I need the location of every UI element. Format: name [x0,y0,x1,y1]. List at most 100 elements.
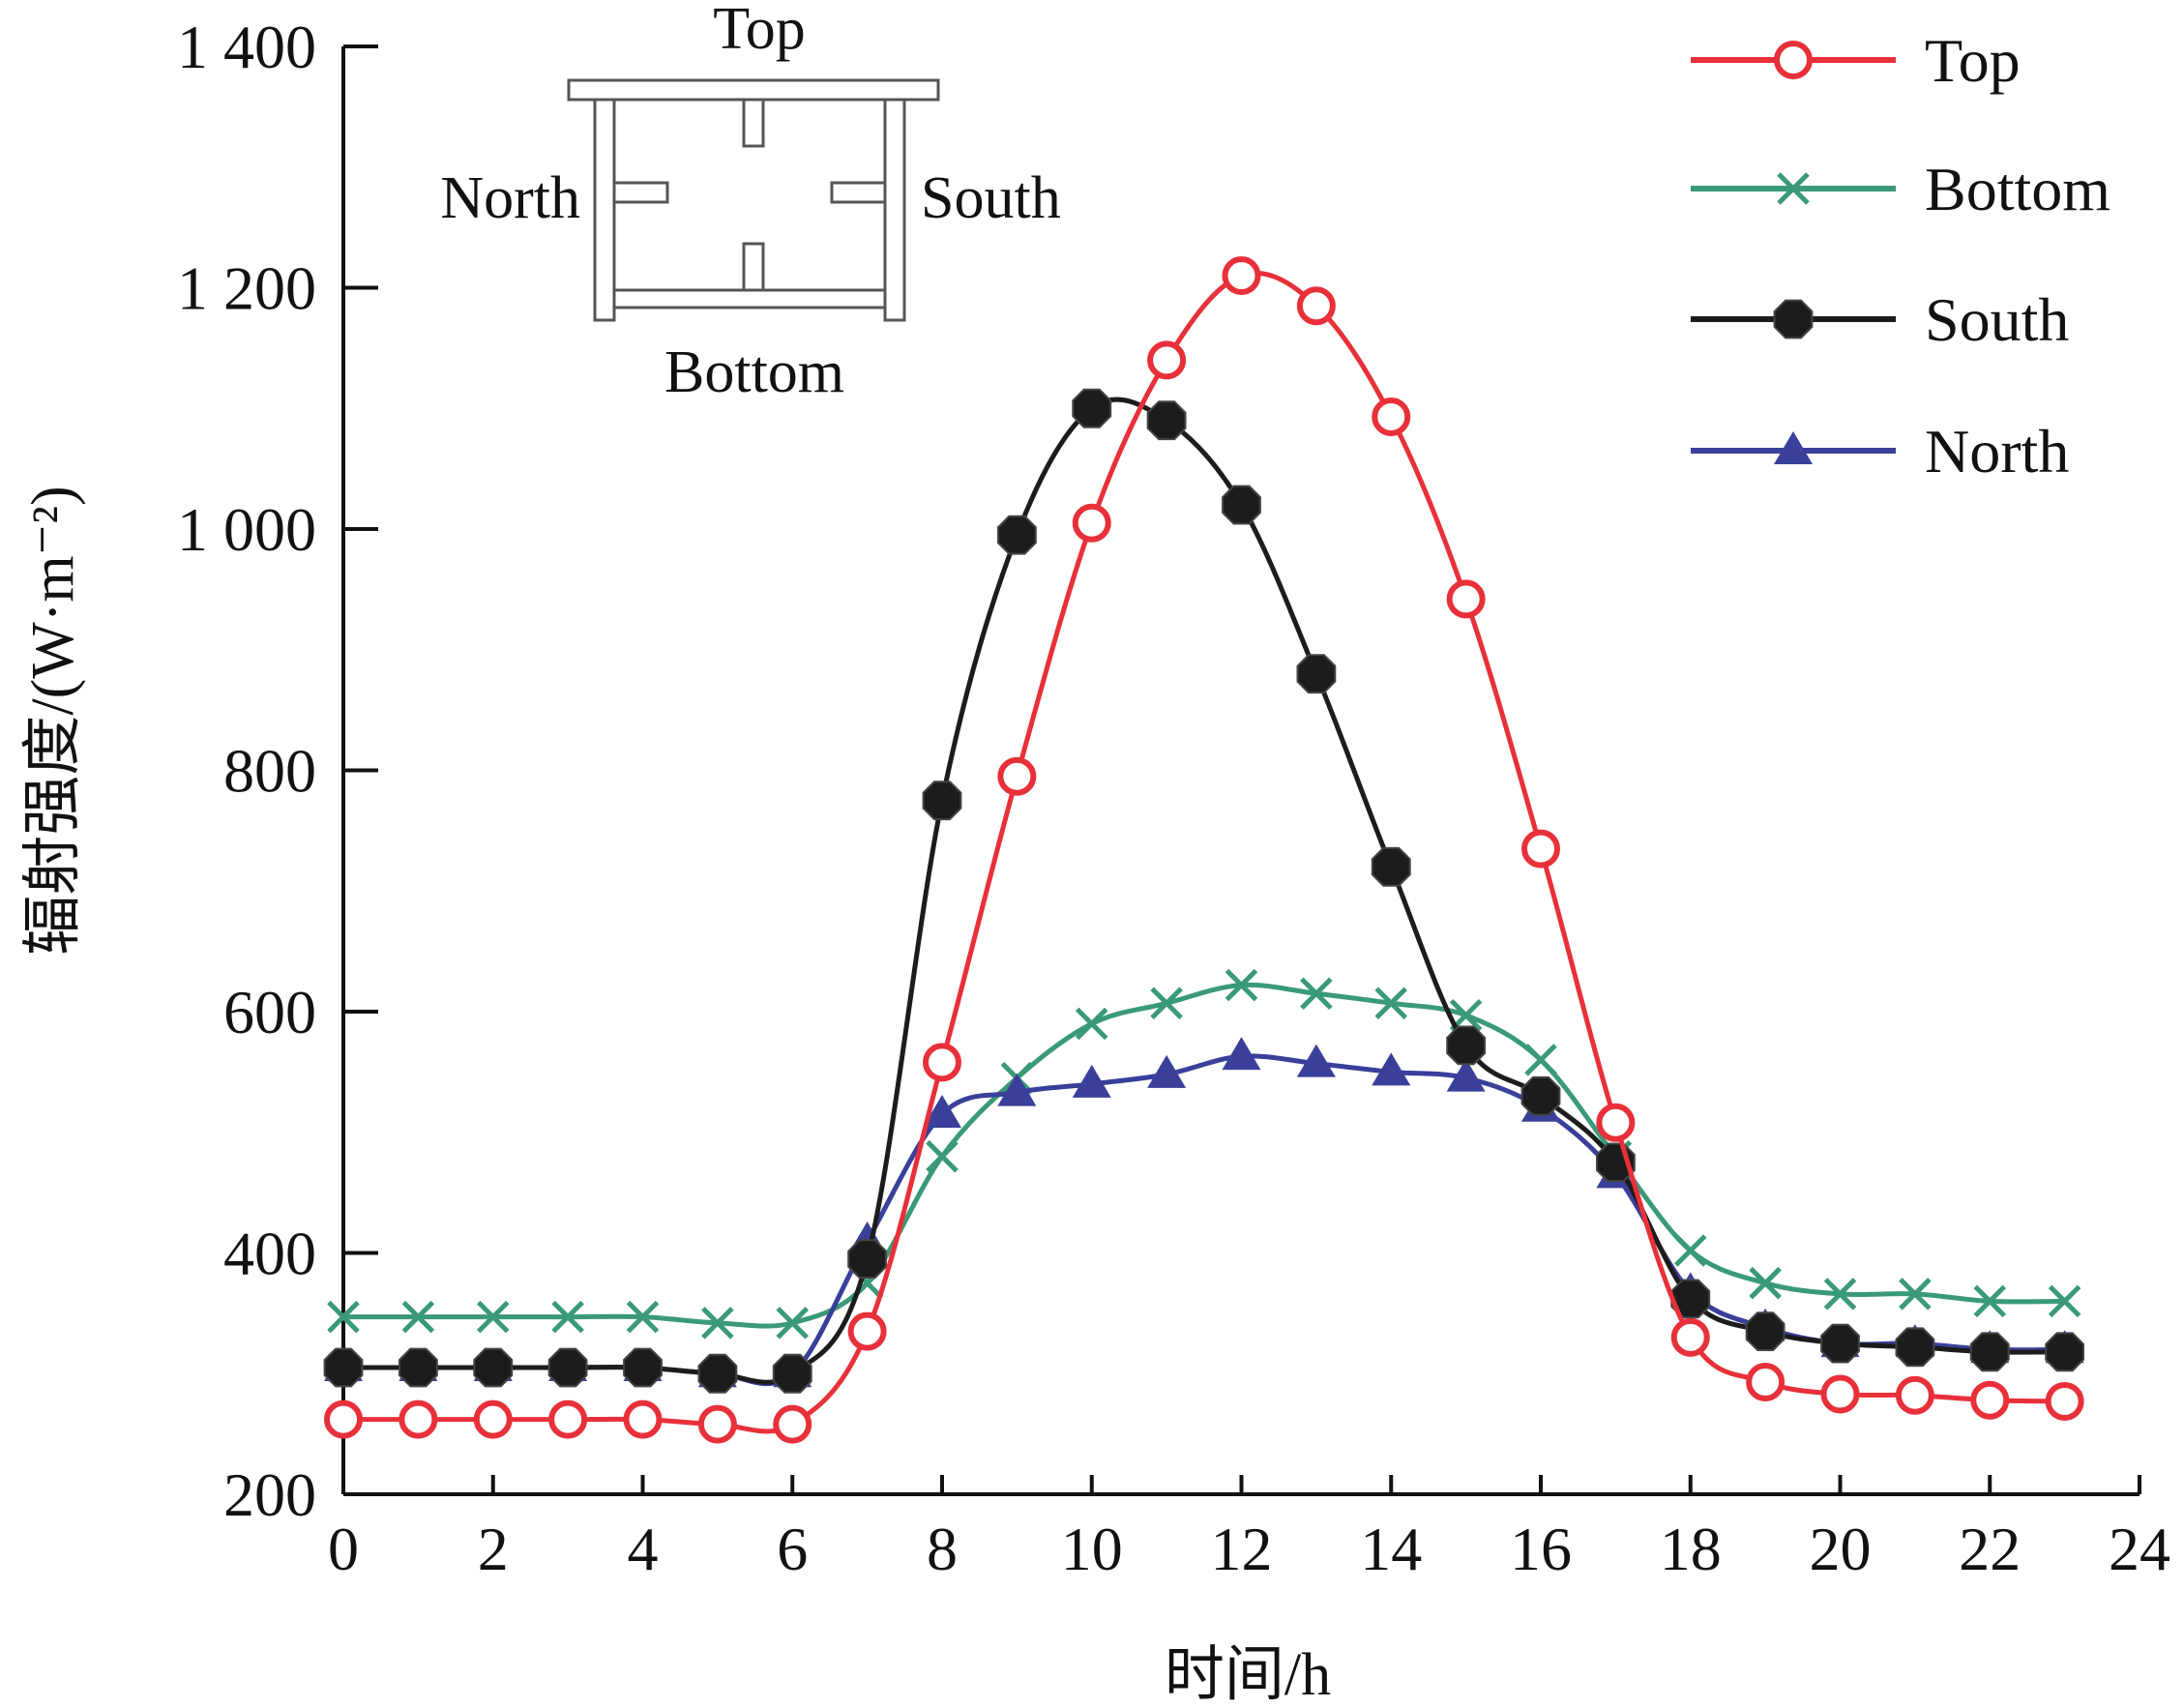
legend-label: South [1925,285,2069,354]
x-tick-label: 4 [628,1515,659,1583]
series-bottom [327,968,2081,1340]
marker-stroke [1823,1278,1857,1310]
data-point [1973,1284,2007,1318]
data-point [1970,1380,2010,1420]
data-point [1521,829,1560,869]
marker-stroke [1673,1234,1707,1267]
data-point [697,1353,738,1394]
legend-label: Top [1925,26,2021,95]
marker-stroke [2048,1284,2081,1318]
data-point [1222,485,1261,525]
inset-roof [567,78,940,102]
data-point [548,1399,588,1439]
data-point [1446,1058,1486,1092]
marker-stroke [476,1300,510,1334]
legend-item-bottom: Bottom [1691,155,2110,223]
data-point [997,756,1037,796]
marker-stroke [626,1300,660,1334]
data-point [1520,1075,1561,1116]
data-point [327,1300,360,1334]
data-point [923,1043,961,1082]
legend-marker [1774,431,1813,464]
inset-left-wall [593,98,616,322]
legend-marker [1773,299,1814,339]
x-axis-title: 时间/h [1165,1642,1331,1708]
marker-stroke [1899,1278,1932,1310]
inset-floor [612,288,887,309]
inset-sensor-north [612,181,669,204]
y-tick-label: 1 000 [177,495,316,564]
data-point [1072,1064,1111,1098]
data-point [1296,1044,1336,1077]
data-point [1300,977,1333,1011]
data-point [701,1307,734,1340]
legend-label: North [1925,417,2069,486]
data-point [1746,1362,1786,1401]
legend-item-south: South [1691,285,2069,354]
x-tick-label: 20 [1810,1515,1872,1583]
data-point [2045,1332,2084,1372]
data-point [1371,846,1411,887]
series-south [323,388,2084,1394]
inset-label-bottom: Bottom [664,339,844,405]
y-tick-label: 1 200 [177,254,316,323]
x-tick-label: 24 [2109,1515,2170,1583]
data-point [323,1347,364,1388]
series-top [324,256,2084,1444]
x-tick-label: 10 [1061,1515,1123,1583]
data-point [1296,286,1336,326]
data-point [1372,1052,1411,1086]
data-point [1673,1234,1707,1267]
marker-stroke [551,1300,584,1334]
series-line [343,1053,2065,1387]
data-point [1146,400,1187,441]
data-point [401,1300,435,1334]
y-tick-label: 400 [223,1220,316,1288]
marker-stroke [776,1307,810,1340]
data-point [623,1399,663,1439]
legend-item-top: Top [1691,26,2021,95]
data-point [1745,1311,1786,1351]
legend-item-north: North [1691,417,2069,486]
data-point [1147,1054,1187,1088]
data-point [476,1300,510,1334]
marker-stroke [1524,1044,1557,1076]
data-point [1446,579,1486,619]
data-point [473,1347,514,1388]
data-point [623,1347,663,1388]
data-point [1222,1037,1261,1071]
marker-stroke [1777,172,1810,205]
data-point [1820,1374,1860,1414]
inset-label-south: South [921,165,1061,231]
marker-stroke [1225,968,1258,1002]
data-point [1895,1327,1935,1368]
data-point [697,1404,737,1444]
data-point [772,1353,812,1394]
data-point [926,1139,959,1173]
inset-sensor-south [830,181,887,204]
x-tick-label: 6 [777,1515,808,1583]
data-point [1596,1103,1636,1142]
marker-stroke [1973,1284,2007,1318]
inset-label-north: North [440,165,580,231]
inset-label-top: Top [713,0,806,62]
data-point [773,1404,812,1444]
data-point [847,1311,887,1351]
marker-stroke [401,1300,435,1334]
data-point [2048,1284,2081,1318]
data-point [473,1399,513,1439]
data-point [776,1307,810,1340]
data-point [2045,1381,2084,1421]
data-point [551,1300,584,1334]
inset-sensor-top [742,98,765,148]
y-tick-label: 1 400 [177,13,316,81]
data-point [1225,968,1258,1002]
data-point [1147,340,1187,380]
data-point [1374,987,1408,1020]
data-point [1895,1375,1934,1415]
legend-marker [1774,41,1813,79]
y-tick-label: 600 [223,978,316,1046]
data-point [847,1239,887,1280]
